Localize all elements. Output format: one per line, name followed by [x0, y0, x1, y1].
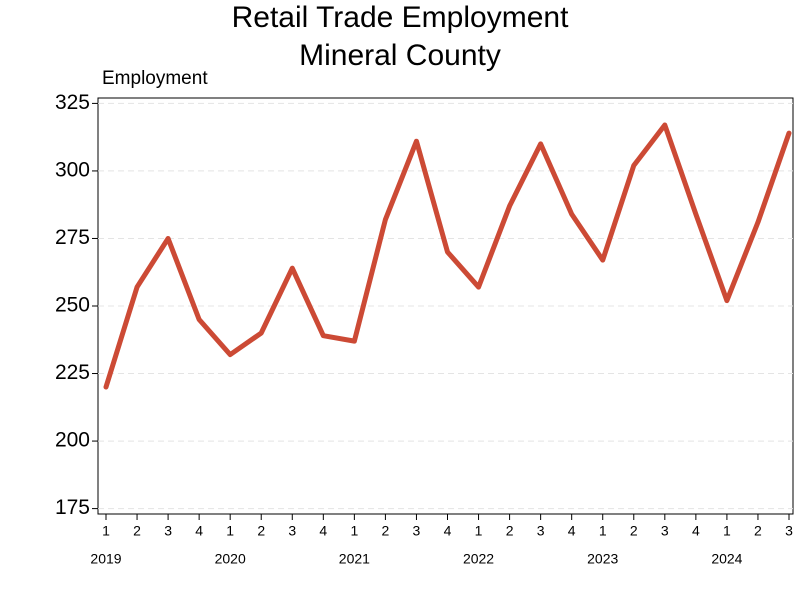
x-group-label: 2022 — [463, 551, 494, 567]
chart-subtitle: Mineral County — [299, 39, 501, 72]
x-tick-label: 3 — [413, 523, 421, 539]
y-tick-label: 250 — [55, 294, 90, 317]
x-tick-label: 2 — [630, 523, 638, 539]
x-tick-label: 3 — [537, 523, 545, 539]
y-tick-label: 325 — [55, 91, 90, 114]
x-group-label: 2023 — [587, 551, 618, 567]
x-group-label: 2019 — [90, 551, 121, 567]
y-tick-label: 175 — [55, 496, 90, 519]
x-tick-label: 1 — [599, 523, 607, 539]
x-tick-label: 1 — [723, 523, 731, 539]
x-tick-label: 1 — [350, 523, 358, 539]
x-tick-label: 3 — [164, 523, 172, 539]
x-tick-label: 4 — [195, 523, 203, 539]
y-axis-label: Employment — [102, 68, 208, 89]
x-tick-label: 2 — [754, 523, 762, 539]
x-group-label: 2024 — [711, 551, 742, 567]
x-tick-label: 4 — [568, 523, 576, 539]
chart-title: Retail Trade Employment — [232, 1, 569, 34]
x-tick-label: 2 — [133, 523, 141, 539]
x-tick-label: 3 — [288, 523, 296, 539]
y-tick-label: 275 — [55, 226, 90, 249]
x-tick-label: 2 — [506, 523, 514, 539]
x-group-label: 2021 — [339, 551, 370, 567]
x-tick-label: 1 — [102, 523, 110, 539]
data-line — [103, 122, 792, 390]
x-tick-label: 1 — [475, 523, 483, 539]
x-tick-label: 1 — [226, 523, 234, 539]
x-tick-label: 3 — [661, 523, 669, 539]
x-group-label: 2020 — [215, 551, 246, 567]
x-tick-label: 2 — [382, 523, 390, 539]
x-tick-label: 4 — [319, 523, 327, 539]
y-tick-label: 300 — [55, 158, 90, 181]
x-tick-label: 4 — [692, 523, 700, 539]
y-tick-label: 225 — [55, 361, 90, 384]
y-tick-label: 200 — [55, 429, 90, 452]
x-tick-label: 2 — [257, 523, 265, 539]
x-tick-label: 4 — [444, 523, 452, 539]
x-tick-label: 3 — [785, 523, 793, 539]
